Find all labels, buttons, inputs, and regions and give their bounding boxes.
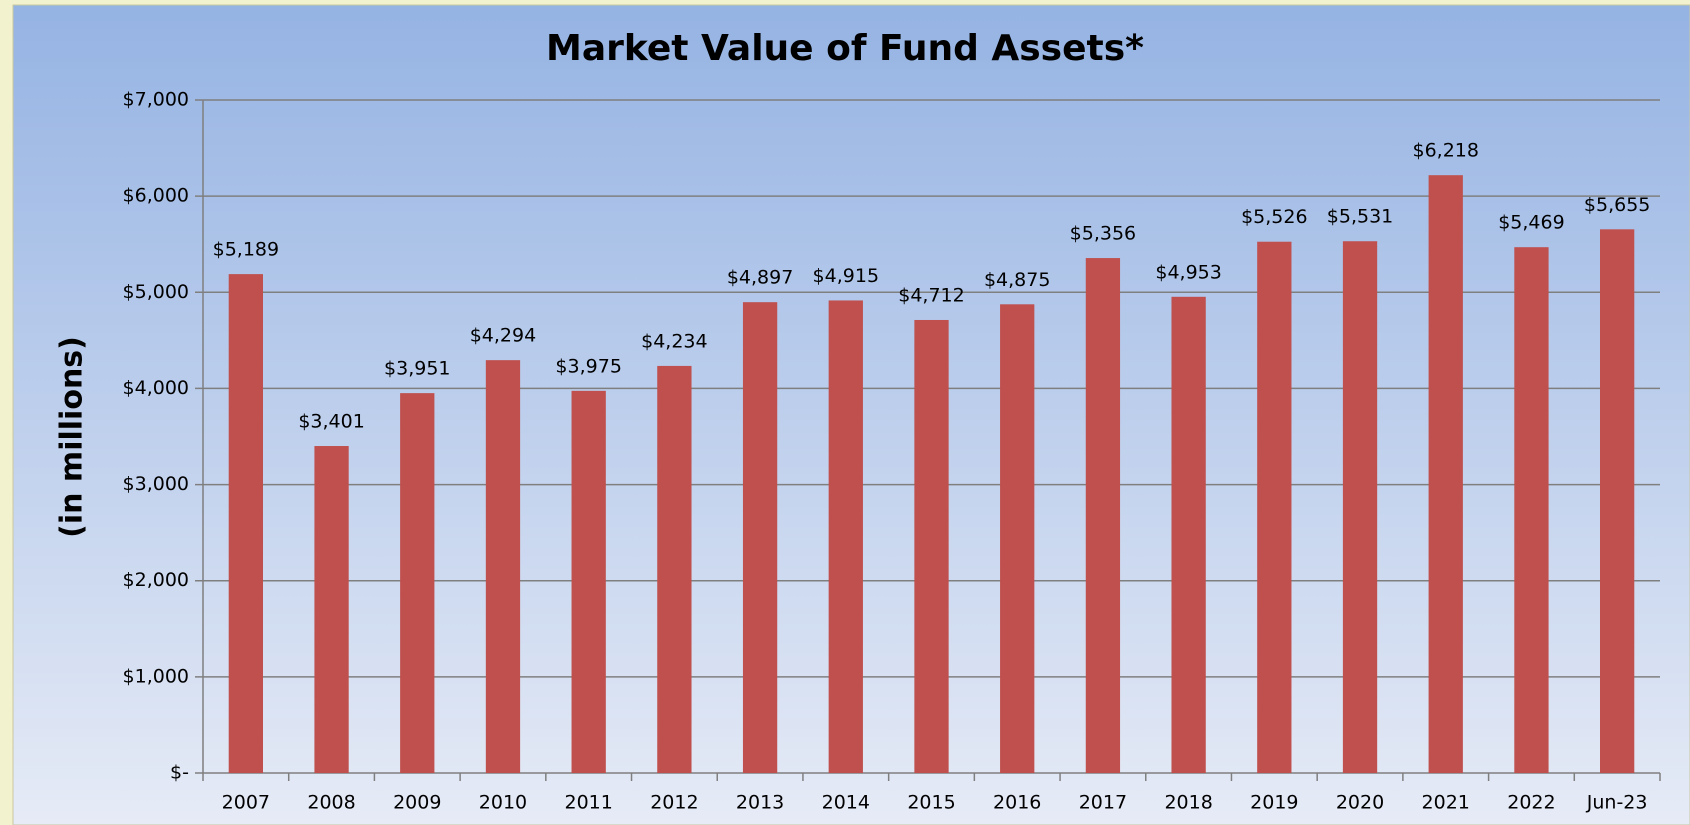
bar	[1171, 296, 1206, 773]
y-tick-label: $5,000	[123, 281, 189, 303]
bar	[400, 393, 435, 773]
y-tick-label: $1,000	[123, 665, 189, 687]
bar	[571, 390, 606, 773]
data-label: $5,356	[1070, 223, 1136, 245]
data-label: $3,401	[298, 411, 364, 433]
x-tick-label: 2011	[564, 792, 612, 814]
x-tick-label: 2010	[479, 792, 527, 814]
bar	[1085, 258, 1121, 774]
x-tick-label: 2018	[1164, 792, 1212, 814]
x-tick-label: 2007	[222, 792, 270, 814]
x-tick-label: 2015	[907, 792, 955, 814]
data-label: $5,526	[1241, 206, 1307, 228]
chart-title: Market Value of Fund Assets*	[546, 28, 1144, 69]
bar	[828, 300, 863, 773]
bar	[1600, 229, 1635, 774]
x-tick-label: 2009	[393, 792, 441, 814]
x-tick-label: 2008	[307, 792, 355, 814]
data-label: $3,975	[555, 355, 621, 377]
y-tick-label: $3,000	[123, 473, 189, 495]
data-label: $3,951	[384, 358, 450, 380]
data-label: $4,294	[470, 325, 536, 347]
bar	[1257, 241, 1292, 773]
y-tick-label: $4,000	[123, 377, 189, 399]
bar	[1000, 304, 1035, 773]
x-tick-label: 2012	[650, 792, 698, 814]
data-label: $4,897	[727, 267, 793, 289]
bar	[1514, 247, 1549, 774]
x-tick-label: 2017	[1079, 792, 1127, 814]
data-label: $4,234	[641, 330, 707, 352]
x-tick-label: Jun-23	[1586, 792, 1648, 814]
x-tick-label: 2019	[1250, 792, 1298, 814]
x-tick-label: 2013	[736, 792, 784, 814]
data-label: $4,915	[813, 265, 879, 287]
y-axis-label: (in millions)	[55, 336, 90, 538]
bar	[314, 446, 349, 773]
data-label: $6,218	[1412, 140, 1478, 162]
data-label: $4,875	[984, 269, 1050, 291]
y-tick-label: $7,000	[123, 89, 189, 111]
x-tick-label: 2014	[822, 792, 870, 814]
x-tick-label: 2021	[1422, 792, 1470, 814]
data-label: $4,712	[898, 284, 964, 306]
y-tick-label: $2,000	[123, 569, 189, 591]
bar	[1428, 175, 1463, 773]
data-label: $4,953	[1155, 261, 1221, 283]
x-tick-label: 2022	[1507, 792, 1555, 814]
data-label: $5,531	[1327, 206, 1393, 228]
data-label: $5,469	[1498, 212, 1564, 234]
data-label: $5,655	[1584, 194, 1650, 216]
bar	[1342, 241, 1378, 773]
bar	[485, 360, 521, 773]
bar	[657, 365, 692, 773]
y-tick-label: $-	[170, 762, 189, 784]
data-label: $5,189	[213, 239, 279, 261]
x-tick-label: 2020	[1336, 792, 1384, 814]
bar	[914, 319, 949, 773]
bar	[742, 302, 778, 773]
bar	[228, 274, 263, 773]
x-tick-label: 2016	[993, 792, 1041, 814]
y-tick-label: $6,000	[123, 185, 189, 207]
